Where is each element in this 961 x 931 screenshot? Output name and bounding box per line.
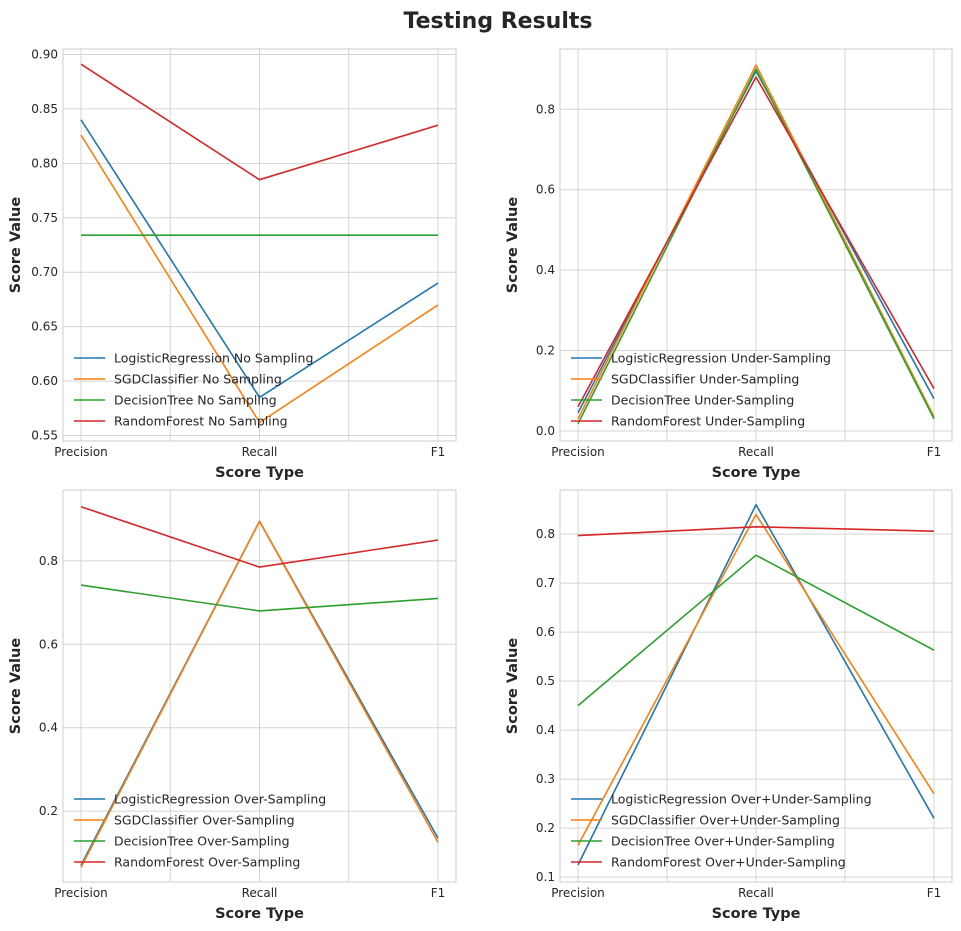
legend-label: DecisionTree Over-Sampling xyxy=(114,834,290,849)
series-line-2 xyxy=(80,134,439,424)
series-line-3 xyxy=(577,554,935,707)
legend-label: DecisionTree Over+Under-Sampling xyxy=(611,834,835,849)
legend-label: DecisionTree Under-Sampling xyxy=(611,393,794,408)
y-tick-label: 0.85 xyxy=(31,102,58,116)
x-tick-label: Precision xyxy=(551,445,605,459)
x-axis-label: Score Type xyxy=(215,465,304,481)
y-tick-label: 0.2 xyxy=(39,804,58,818)
legend-label: RandomForest No Sampling xyxy=(114,414,288,429)
y-tick-label: 0.8 xyxy=(536,102,555,116)
axes-frame xyxy=(559,489,953,883)
y-axis-label: Score Value xyxy=(505,638,521,735)
legend-label: SGDClassifier Over+Under-Sampling xyxy=(611,813,840,828)
legend-label: SGDClassifier Under-Sampling xyxy=(611,372,799,387)
y-tick-label: 0.80 xyxy=(31,156,58,170)
series-line-4 xyxy=(577,76,935,408)
y-tick-label: 0.4 xyxy=(536,723,555,737)
subplot-grid: 0.55 0.60 0.65 0.70 0.75 0.80 0.85 0.90 Precisio… xyxy=(8,47,953,922)
series-line-2 xyxy=(577,64,935,420)
x-tick-label: F1 xyxy=(431,445,446,459)
axes-frame xyxy=(559,48,953,442)
legend-label: RandomForest Under-Sampling xyxy=(611,414,805,429)
y-tick-label: 0.8 xyxy=(536,527,555,541)
x-tick-label: Recall xyxy=(738,445,774,459)
y-tick-label: 0.0 xyxy=(536,424,555,438)
x-tick-label: F1 xyxy=(431,886,446,900)
axes-frame xyxy=(62,489,457,883)
legend-label: LogisticRegression Over-Sampling xyxy=(114,792,326,807)
subplot-2: 0.0 0.2 0.4 0.6 0.8 Precision Recall F1 Score Ty… xyxy=(505,48,953,481)
series-line-1 xyxy=(577,70,935,414)
subplot-3: 0.2 0.4 0.6 0.8 Precision Recall F1 Score Type S… xyxy=(8,489,457,922)
y-tick-label: 0.2 xyxy=(536,821,555,835)
series-line-3 xyxy=(577,68,935,425)
legend-label: RandomForest Over+Under-Sampling xyxy=(611,855,846,870)
legend-label: LogisticRegression Under-Sampling xyxy=(611,351,831,366)
legend: LogisticRegression Under-Sampling SGDClas… xyxy=(571,351,831,429)
legend-label: SGDClassifier No Sampling xyxy=(114,372,282,387)
legend-label: LogisticRegression No Sampling xyxy=(114,351,313,366)
x-tick-label: Precision xyxy=(551,886,605,900)
y-axis-label: Score Value xyxy=(505,197,521,294)
x-tick-label: Precision xyxy=(54,886,108,900)
series-line-1 xyxy=(577,503,935,866)
y-tick-label: 0.7 xyxy=(536,576,555,590)
legend: LogisticRegression Over-Sampling SGDClass… xyxy=(74,792,326,870)
y-tick-label: 0.90 xyxy=(31,47,58,61)
x-tick-label: Recall xyxy=(242,886,278,900)
figure-title: Testing Results xyxy=(404,9,593,34)
y-tick-label: 0.6 xyxy=(536,183,555,197)
legend-label: SGDClassifier Over-Sampling xyxy=(114,813,295,828)
x-tick-label: F1 xyxy=(927,445,942,459)
y-axis-label: Score Value xyxy=(8,638,24,735)
series-line-2 xyxy=(577,513,935,846)
y-tick-label: 0.60 xyxy=(31,374,58,388)
x-tick-label: Precision xyxy=(54,445,108,459)
legend-label: LogisticRegression Over+Under-Sampling xyxy=(611,792,872,807)
y-tick-label: 0.6 xyxy=(536,625,555,639)
series-line-3 xyxy=(80,584,439,612)
subplot-1: 0.55 0.60 0.65 0.70 0.75 0.80 0.85 0.90 Precisio… xyxy=(8,47,457,481)
y-tick-label: 0.75 xyxy=(31,211,58,225)
y-tick-label: 0.6 xyxy=(39,637,58,651)
x-axis-label: Score Type xyxy=(712,465,801,481)
y-tick-label: 0.8 xyxy=(39,554,58,568)
series-line-4 xyxy=(577,525,935,537)
x-tick-label: Recall xyxy=(738,886,774,900)
legend: LogisticRegression Over+Under-Sampling SG… xyxy=(571,792,872,870)
x-axis-label: Score Type xyxy=(215,906,304,922)
series-line-4 xyxy=(80,63,439,181)
y-tick-label: 0.1 xyxy=(536,870,555,884)
series-line-1 xyxy=(80,119,439,399)
y-tick-label: 0.4 xyxy=(536,263,555,277)
legend-label: RandomForest Over-Sampling xyxy=(114,855,300,870)
y-tick-label: 0.3 xyxy=(536,772,555,786)
axes-frame xyxy=(62,48,457,442)
y-tick-label: 0.55 xyxy=(31,429,58,443)
y-tick-label: 0.5 xyxy=(536,674,555,688)
legend: LogisticRegression No Sampling SGDClassif… xyxy=(74,351,313,429)
y-tick-label: 0.2 xyxy=(536,344,555,358)
x-tick-label: Recall xyxy=(242,445,278,459)
series-line-2 xyxy=(80,520,439,868)
y-tick-label: 0.70 xyxy=(31,265,58,279)
y-tick-label: 0.65 xyxy=(31,320,58,334)
legend-label: DecisionTree No Sampling xyxy=(114,393,277,408)
series-line-4 xyxy=(80,505,439,568)
x-tick-label: F1 xyxy=(927,886,942,900)
y-tick-label: 0.4 xyxy=(39,721,58,735)
x-axis-label: Score Type xyxy=(712,906,801,922)
y-axis-label: Score Value xyxy=(8,197,24,294)
subplot-4: 0.1 0.2 0.3 0.4 0.5 0.6 0.7 0.8 Precision Recall F… xyxy=(505,489,953,922)
